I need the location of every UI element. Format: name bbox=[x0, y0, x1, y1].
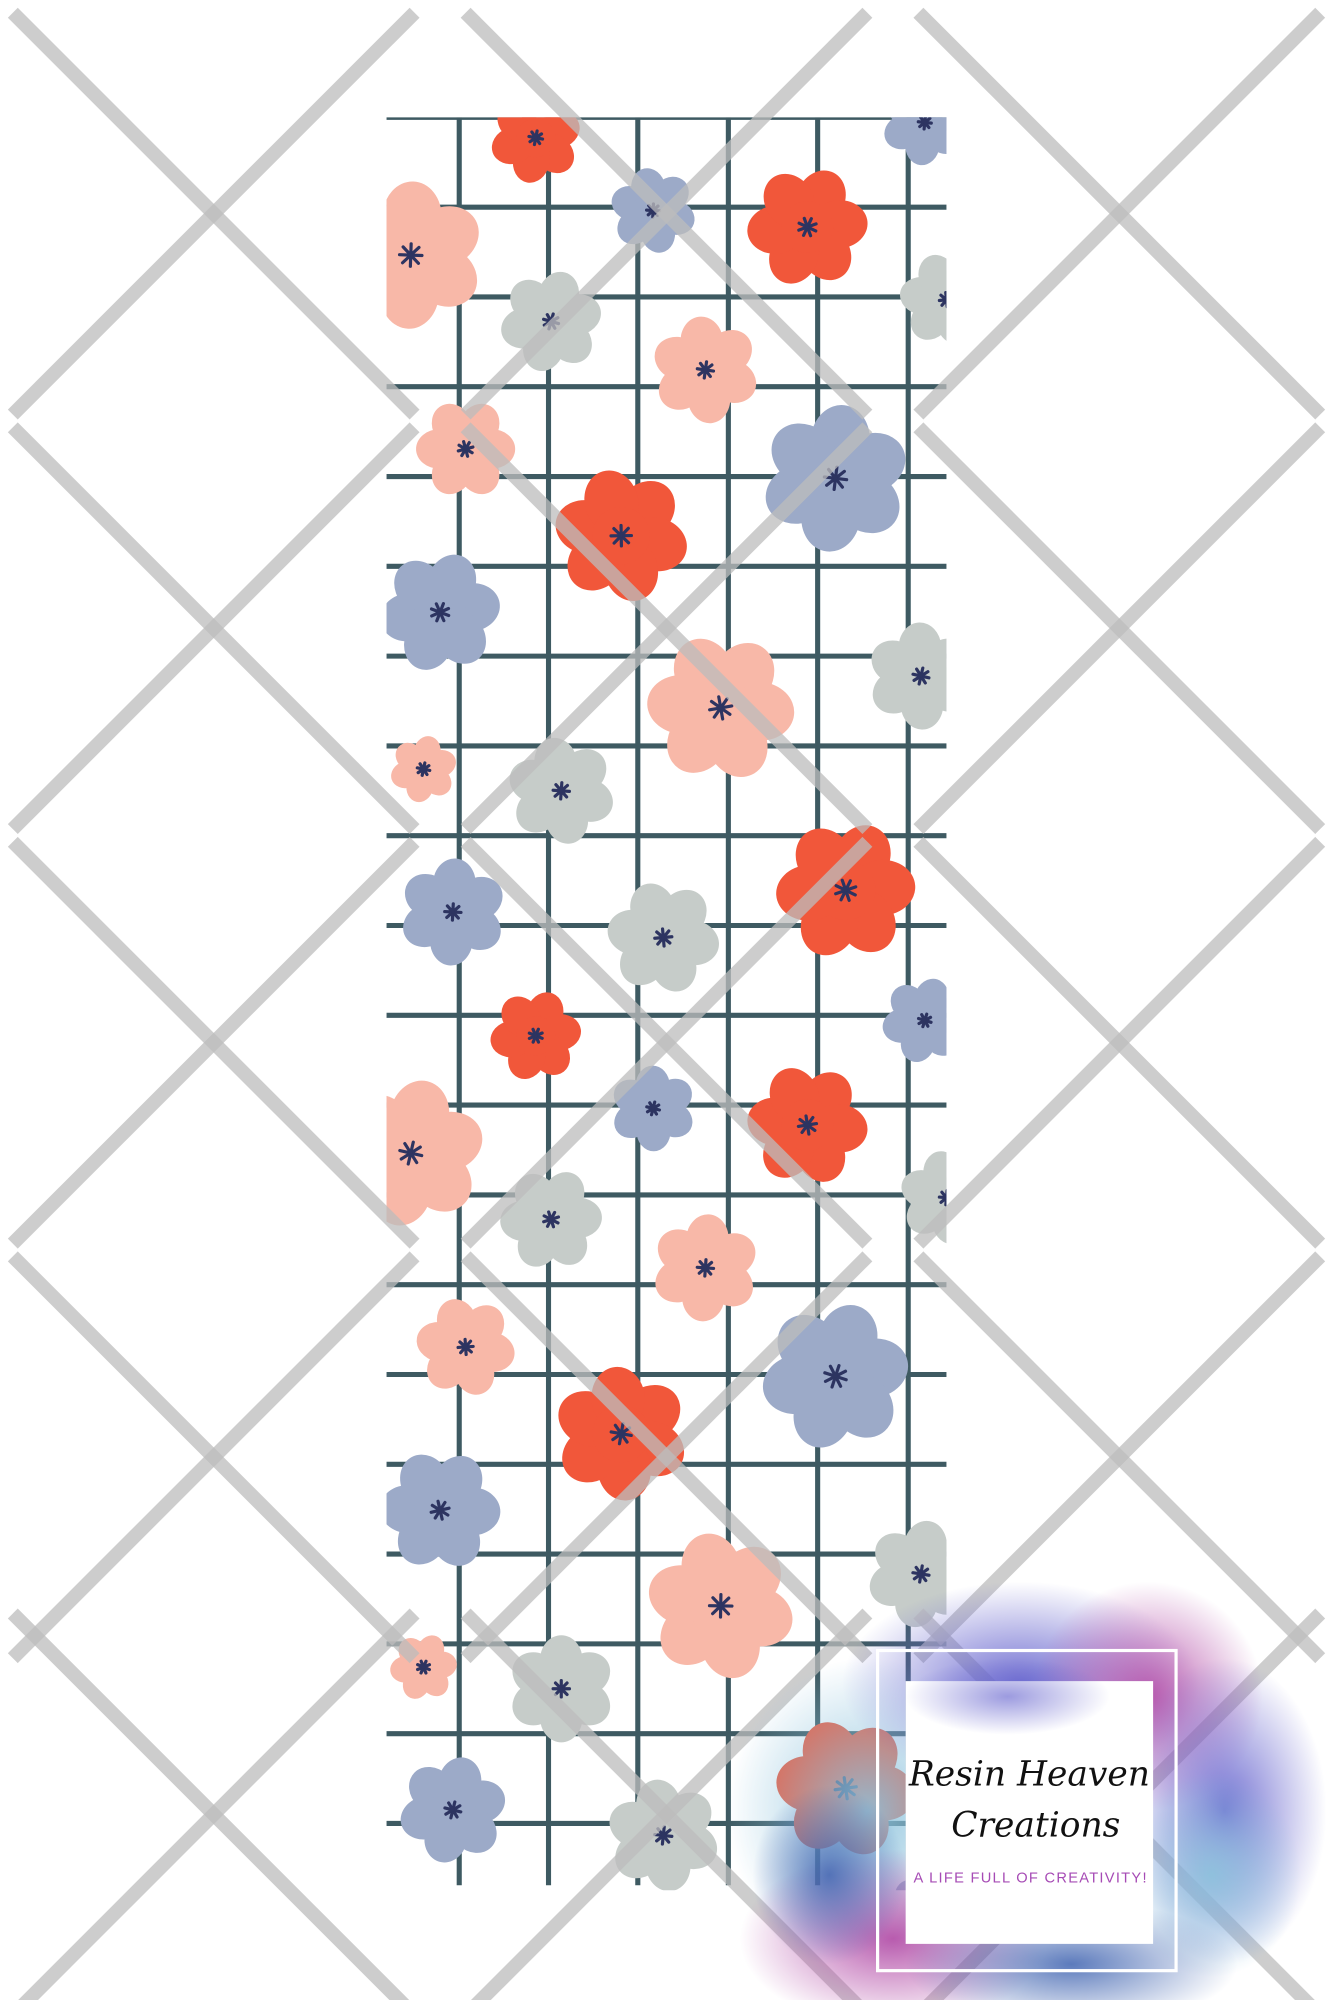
red-flower bbox=[747, 1068, 868, 1182]
watermark-line bbox=[18, 1608, 420, 2000]
peach-flower bbox=[647, 638, 795, 778]
blue-flower bbox=[882, 978, 947, 1063]
logo-tagline: A LIFE FULL OF CREATIVITY! bbox=[913, 1871, 1147, 1887]
peach-flower bbox=[416, 403, 516, 495]
logo-name-line2: Creations bbox=[951, 1806, 1120, 1846]
blue-flower bbox=[386, 554, 500, 670]
grey-flower bbox=[500, 1172, 602, 1267]
watermark-line bbox=[460, 1251, 873, 1664]
blue-flower bbox=[400, 1757, 506, 1863]
watermark-line bbox=[460, 7, 873, 420]
watermark-line bbox=[913, 7, 1326, 420]
logo-frame bbox=[876, 1648, 1178, 1973]
grey-flower bbox=[607, 883, 719, 992]
blue-flower bbox=[386, 1454, 501, 1566]
grey-flower bbox=[899, 254, 947, 345]
blue-flower bbox=[765, 405, 906, 552]
peach-flower bbox=[391, 736, 456, 803]
blue-flower bbox=[762, 1304, 909, 1448]
peach-flower bbox=[648, 1533, 793, 1679]
watermark-line bbox=[913, 836, 1326, 1249]
watermark-line bbox=[7, 7, 420, 420]
red-flower bbox=[491, 117, 580, 183]
watermark-line bbox=[460, 422, 873, 835]
peach-flower bbox=[386, 1080, 483, 1226]
blue-flower bbox=[884, 117, 947, 166]
peach-flower bbox=[416, 1299, 515, 1395]
red-flower bbox=[490, 992, 582, 1080]
watermark-line bbox=[7, 836, 420, 1249]
peach-flower bbox=[655, 1214, 756, 1322]
peach-flower bbox=[654, 316, 757, 424]
grey-flower bbox=[901, 1151, 947, 1245]
red-flower bbox=[776, 825, 916, 956]
peach-flower bbox=[386, 181, 479, 329]
watermark-line bbox=[913, 422, 1326, 835]
red-flower bbox=[747, 170, 868, 284]
grey-flower bbox=[584, 0, 743, 118]
logo-name-line1: Resin Heaven bbox=[908, 1755, 1150, 1795]
brand-logo: Resin Heaven Creations A LIFE FULL OF CR… bbox=[727, 1581, 1327, 2000]
grey-flower bbox=[609, 1779, 718, 1891]
peach-flower bbox=[390, 1635, 457, 1699]
red-flower bbox=[555, 470, 687, 601]
grey-flower bbox=[871, 622, 947, 730]
flowers bbox=[386, 0, 947, 1891]
watermark-line bbox=[7, 422, 420, 835]
blue-flower bbox=[403, 858, 503, 966]
watermark-line bbox=[460, 836, 873, 1249]
watermark-line bbox=[7, 1251, 420, 1664]
blue-flower bbox=[611, 168, 695, 253]
grey-flower bbox=[512, 1635, 611, 1743]
